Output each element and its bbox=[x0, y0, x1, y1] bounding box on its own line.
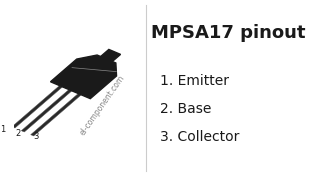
Polygon shape bbox=[31, 93, 81, 136]
Text: 3: 3 bbox=[33, 132, 38, 141]
Text: el-component.com: el-component.com bbox=[79, 74, 127, 137]
Text: MPSA17 pinout: MPSA17 pinout bbox=[151, 24, 306, 42]
Text: 2. Base: 2. Base bbox=[160, 102, 211, 116]
Polygon shape bbox=[101, 49, 121, 61]
Text: 1. Emitter: 1. Emitter bbox=[160, 74, 229, 88]
Polygon shape bbox=[21, 90, 72, 132]
Polygon shape bbox=[50, 55, 117, 99]
Text: 3. Collector: 3. Collector bbox=[160, 130, 239, 143]
Polygon shape bbox=[12, 86, 62, 128]
Text: 1: 1 bbox=[0, 125, 5, 134]
Text: 2: 2 bbox=[16, 129, 21, 138]
